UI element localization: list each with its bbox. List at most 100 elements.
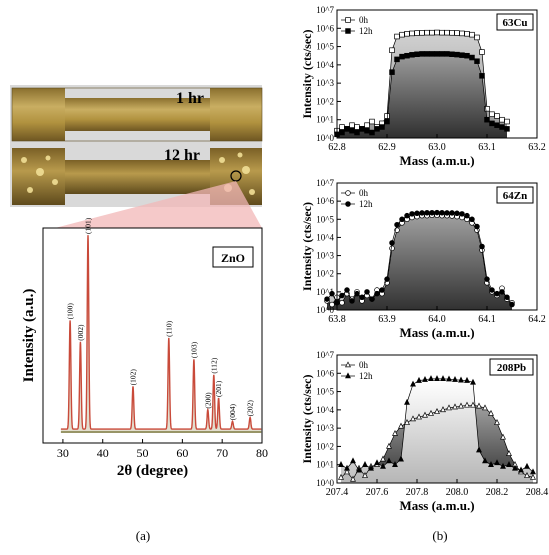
ms-point-12h xyxy=(386,457,392,464)
xrd-line xyxy=(60,235,262,430)
ms-point-12h xyxy=(350,457,356,464)
ms-point-0h xyxy=(424,29,430,36)
ms-point-12h xyxy=(476,446,482,453)
ms-point-12h xyxy=(509,301,515,308)
ms-ytick-label: 10^5 xyxy=(316,214,334,224)
ms-point-12h xyxy=(384,118,390,125)
ms-point-0h xyxy=(380,455,386,462)
ms-point-0h xyxy=(470,401,476,408)
ms-xtick-label: 63.8 xyxy=(328,314,346,325)
ms-point-12h xyxy=(409,52,415,58)
ms-point-0h xyxy=(339,124,345,130)
xrd-xtick-label: 60 xyxy=(176,446,188,460)
ms-point-12h xyxy=(454,210,460,217)
ms-xtick-label: 207.8 xyxy=(406,487,429,498)
ms-point-0h xyxy=(409,30,415,37)
ms-legend-marker xyxy=(345,372,351,379)
ms-point-12h xyxy=(428,375,434,382)
ms-ytick-label: 10^6 xyxy=(316,196,334,206)
ms-point-12h xyxy=(410,380,416,387)
ms-point-12h xyxy=(399,53,405,60)
ms-point-12h xyxy=(329,290,335,297)
ms-point-12h xyxy=(359,126,365,132)
ms-point-0h xyxy=(434,29,440,36)
ms-ytick-label: 10^0 xyxy=(316,133,334,143)
ms-ytick-label: 10^7 xyxy=(316,350,334,360)
ms-area-0h xyxy=(327,215,512,310)
ms-point-12h xyxy=(354,290,360,297)
ms-ytick-label: 10^3 xyxy=(316,423,334,433)
ms-point-12h xyxy=(494,459,500,466)
ms-point-12h xyxy=(489,287,495,293)
ms-xlabel: Mass (a.m.u.) xyxy=(399,498,474,513)
ms-plot-frame xyxy=(336,354,538,484)
ms-isotope-label: 208Pb xyxy=(497,362,526,374)
ms-point-0h xyxy=(464,401,470,408)
ms-point-0h xyxy=(369,118,375,125)
ms-legend-label: 12h xyxy=(359,371,373,381)
ms-ytick-label: 10^3 xyxy=(316,78,334,88)
ms-point-12h xyxy=(524,462,530,469)
ms-ytick-label: 10^2 xyxy=(316,96,334,106)
ms-point-0h xyxy=(506,450,512,456)
ms-xtick-label: 208.0 xyxy=(446,487,469,498)
ms-point-12h xyxy=(324,296,330,302)
ms-point-12h xyxy=(469,216,475,223)
ms-point-12h xyxy=(494,290,500,297)
ms-point-12h xyxy=(459,52,465,58)
ms-legend-label: 0h xyxy=(359,15,369,25)
ms-point-0h xyxy=(398,422,404,429)
ms-ytick-label: 10^4 xyxy=(316,60,334,70)
ms-point-12h xyxy=(359,294,365,301)
ms-point-12h xyxy=(374,459,380,466)
ms-legend-marker xyxy=(345,190,351,196)
ms-xtick-label: 62.9 xyxy=(378,142,396,153)
xrd-peak-label: (103) xyxy=(189,341,198,358)
ms-point-0h xyxy=(484,105,490,112)
ms-point-12h xyxy=(374,290,380,297)
ms-point-0h xyxy=(454,30,460,36)
ms-legend-marker xyxy=(345,28,351,34)
ms-point-0h xyxy=(469,31,475,38)
ms-point-12h xyxy=(464,52,470,59)
ms-point-12h xyxy=(499,289,505,295)
xrd-fill xyxy=(60,235,262,433)
ms-ytick-label: 10^0 xyxy=(316,478,334,488)
ms-ytick-label: 10^0 xyxy=(316,305,334,315)
ms-point-0h xyxy=(428,409,434,416)
ms-point-12h xyxy=(379,124,385,130)
ms-point-12h xyxy=(452,376,458,382)
ms-point-0h xyxy=(476,402,482,409)
ms-ytick-label: 10^2 xyxy=(316,269,334,279)
ms-point-0h xyxy=(464,31,470,37)
ms-point-12h xyxy=(389,69,395,75)
ms-point-12h xyxy=(414,51,420,58)
ms-point-12h xyxy=(489,120,495,127)
ms-point-12h xyxy=(429,51,435,57)
ms-point-12h xyxy=(439,210,445,216)
ms-point-0h xyxy=(499,116,505,123)
ms-ytick-label: 10^4 xyxy=(316,232,334,242)
ms-ylabel: Intensity (cts/sec) xyxy=(300,202,314,291)
ms-isotope-box xyxy=(496,13,534,31)
ms-point-0h xyxy=(386,442,392,449)
ms-point-12h xyxy=(389,240,395,246)
ms-point-12h xyxy=(464,212,470,219)
ms-point-12h xyxy=(474,223,480,230)
ms-xtick-label: 64.1 xyxy=(478,314,496,325)
ms-point-12h xyxy=(384,276,390,282)
ms-point-0h xyxy=(479,49,485,55)
ms-point-0h xyxy=(344,468,350,475)
ms-xtick-label: 64.0 xyxy=(428,314,446,325)
ms-point-12h xyxy=(458,376,464,383)
ms-legend-marker xyxy=(345,361,351,368)
ms-point-0h xyxy=(404,418,410,425)
ms-point-12h xyxy=(356,466,362,473)
xrd-xtick-label: 70 xyxy=(216,446,228,460)
ms-ytick-label: 10^5 xyxy=(316,42,334,52)
ms-ylabel: Intensity (cts/sec) xyxy=(300,375,314,464)
ms-point-12h xyxy=(364,289,370,295)
ms-point-12h xyxy=(440,375,446,382)
ms-point-12h xyxy=(482,457,488,464)
